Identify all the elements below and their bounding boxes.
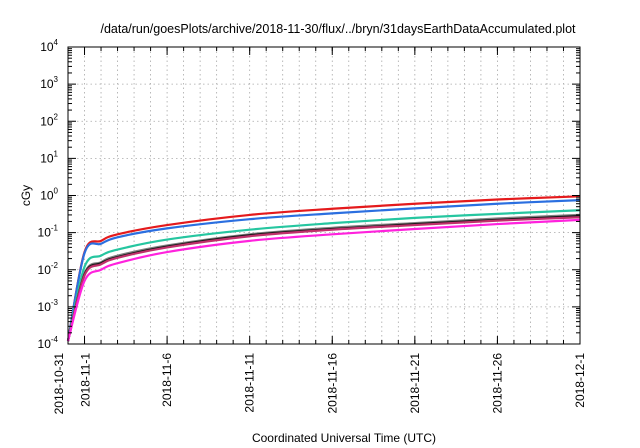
y-tick-label: 102: [40, 112, 58, 128]
grid: [68, 47, 580, 344]
y-axis-label: cGy: [19, 185, 33, 206]
y-tick-label: 101: [40, 149, 58, 165]
y-tick-label: 104: [40, 38, 58, 54]
y-tick-label: 10-2: [38, 261, 59, 277]
x-tick-label: 2018-11-26: [490, 353, 504, 414]
y-tick-label: 103: [40, 75, 58, 91]
chart-title: /data/run/goesPlots/archive/2018-11-30/f…: [100, 22, 576, 36]
y-tick-label: 100: [40, 187, 58, 203]
x-tick-label: 2018-11-6: [160, 353, 174, 407]
series-line-2: [66, 199, 581, 342]
x-tick-label: 2018-11-1: [79, 353, 93, 407]
x-tick-label: 2018-11-16: [325, 353, 339, 414]
x-tick-label: 2018-10-31: [52, 353, 66, 415]
series-line-1: [66, 195, 581, 342]
y-tick-label: 10-3: [38, 298, 59, 314]
series-line-3: [66, 209, 581, 342]
series-line-7: [66, 218, 581, 342]
series-group: [66, 195, 581, 342]
x-tick-label: 2018-11-21: [408, 353, 422, 414]
x-tick-label: 2018-12-1: [573, 353, 587, 408]
axis-ticks: 10-4 10-3 10-2 10-1 100 101 102 103 104 2018-10-3…: [38, 38, 587, 414]
y-tick-label: 10-1: [38, 224, 59, 240]
x-axis-label: Coordinated Universal Time (UTC): [252, 431, 436, 445]
series-line-6: [66, 216, 581, 342]
x-tick-label: 2018-11-11: [243, 353, 257, 413]
y-tick-label: 10-4: [38, 335, 59, 351]
